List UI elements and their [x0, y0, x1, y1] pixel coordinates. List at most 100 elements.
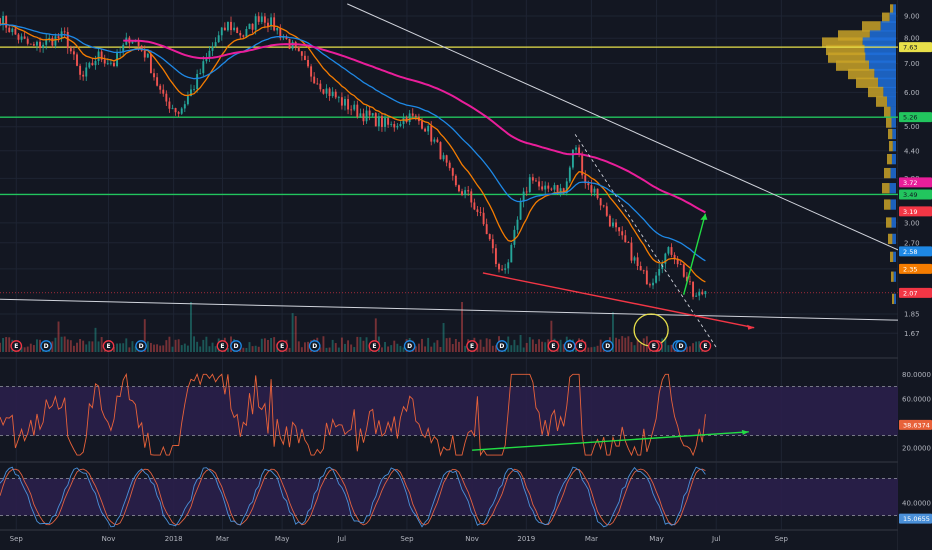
earnings-badge[interactable]: E [216, 340, 229, 352]
candle-body [421, 121, 423, 129]
candle-body [556, 185, 559, 192]
dividend-badge[interactable]: D [563, 340, 576, 352]
candle-body [29, 43, 32, 45]
stoch-value-tag: 15.0655 [899, 513, 932, 524]
earnings-badge[interactable]: E [699, 340, 712, 352]
earnings-badge[interactable]: E [466, 340, 478, 352]
candle-body [66, 31, 69, 49]
candle-body [242, 35, 245, 37]
ema-line-3 [123, 39, 706, 214]
volume-profile-bar-down [891, 154, 896, 165]
volume-bar [190, 302, 192, 352]
dividend-badge[interactable]: D [601, 340, 614, 352]
candle-body [57, 36, 60, 39]
candle-body [180, 108, 183, 114]
candle-body [479, 211, 482, 213]
dividend-badge[interactable]: D [135, 340, 147, 352]
candle-body [627, 242, 630, 244]
candle-body [387, 118, 390, 125]
volume-bar [300, 347, 303, 352]
candle-body [642, 270, 645, 272]
candle-body [458, 185, 460, 192]
price-axis[interactable]: 9.008.007.006.005.004.403.803.002.702.35… [898, 0, 932, 550]
price-tick-label: 1.67 [904, 330, 920, 338]
candle-body [325, 88, 328, 94]
candle-body [168, 101, 171, 109]
volume-bar [448, 337, 451, 352]
time-tick-label: Sep [400, 535, 414, 543]
volume-bar [245, 347, 248, 352]
candle-body [553, 185, 556, 190]
volume-bar [525, 342, 528, 352]
badge-label: D [605, 343, 610, 350]
tag-label: 38.6374 [903, 421, 930, 429]
volume-bar [396, 343, 399, 352]
candle-body [199, 73, 202, 75]
volume-bar [491, 345, 494, 352]
earnings-badge[interactable]: E [547, 340, 560, 352]
candle-body [519, 201, 522, 220]
falling-wedge-support-line[interactable] [482, 272, 755, 329]
rsi-line [0, 372, 706, 457]
candle-body [76, 54, 78, 66]
earnings-badge[interactable]: E [368, 340, 381, 352]
price-candles [0, 11, 707, 301]
horizontal-levels[interactable] [0, 46, 898, 294]
candle-body [624, 235, 627, 243]
descending-resistance-line[interactable] [347, 3, 899, 251]
volume-bar [149, 342, 152, 352]
volume-bar [670, 344, 673, 352]
dividend-badge[interactable]: D [496, 340, 508, 352]
time-axis[interactable]: Sep Nov 2018 Mar May Jul Sep Nov 2019 Mar May Jul Se… [10, 535, 789, 543]
volume-profile-bar-up [876, 96, 887, 107]
candle-body [48, 37, 51, 40]
trend-drawings[interactable] [0, 3, 899, 348]
candle-body [8, 27, 11, 33]
badge-label: D [234, 343, 239, 350]
volume-profile-bar-down [880, 21, 896, 32]
dashed-trend-line[interactable] [574, 134, 717, 348]
candle-body [399, 124, 402, 126]
time-tick-label: May [649, 535, 663, 543]
tag-bg [899, 419, 932, 430]
volume-bar [143, 319, 146, 352]
earnings-badge[interactable]: E [276, 340, 289, 352]
price-tag: 5.26 [899, 112, 932, 123]
volume-bar [442, 323, 445, 352]
volume-bar [436, 340, 439, 352]
earnings-badge[interactable]: E [574, 340, 587, 352]
candle-body [501, 269, 504, 271]
dividend-badge[interactable]: D [308, 340, 321, 352]
volume-bar [692, 343, 695, 352]
rsi-divergence-line[interactable] [472, 431, 749, 451]
dividend-badge[interactable]: D [230, 340, 242, 352]
tag-label: 3.19 [903, 208, 917, 216]
tag-bg [899, 206, 932, 217]
candle-body [202, 61, 205, 74]
candle-body [648, 284, 651, 286]
earnings-badge[interactable]: E [647, 340, 660, 352]
candle-body [251, 23, 254, 30]
candle-body [36, 41, 38, 46]
dividend-badge[interactable]: D [403, 340, 416, 352]
volume-profile-bar-up [836, 60, 869, 71]
dividend-badge[interactable]: D [675, 340, 687, 352]
earnings-badge[interactable]: E [102, 340, 115, 352]
earnings-badge[interactable]: E [10, 340, 23, 352]
badge-ring [547, 340, 560, 352]
volume-bar [72, 345, 75, 352]
candle-body [300, 51, 303, 56]
long-support-line[interactable] [0, 298, 899, 321]
volume-bar [113, 347, 115, 352]
dividend-badge[interactable]: D [40, 340, 52, 352]
projection-arrow[interactable] [682, 213, 707, 295]
volume-bar [66, 339, 69, 352]
rsi-tick-label: 20.0000 [902, 444, 931, 452]
candle-body [510, 244, 513, 263]
volume-profile-bar-up [828, 52, 866, 63]
volume-bar [390, 345, 393, 352]
candle-body [581, 154, 584, 176]
event-markers[interactable]: EDEDEDEDEDEDEDEDEEDED [10, 340, 712, 352]
tag-label: 3.72 [903, 179, 917, 187]
